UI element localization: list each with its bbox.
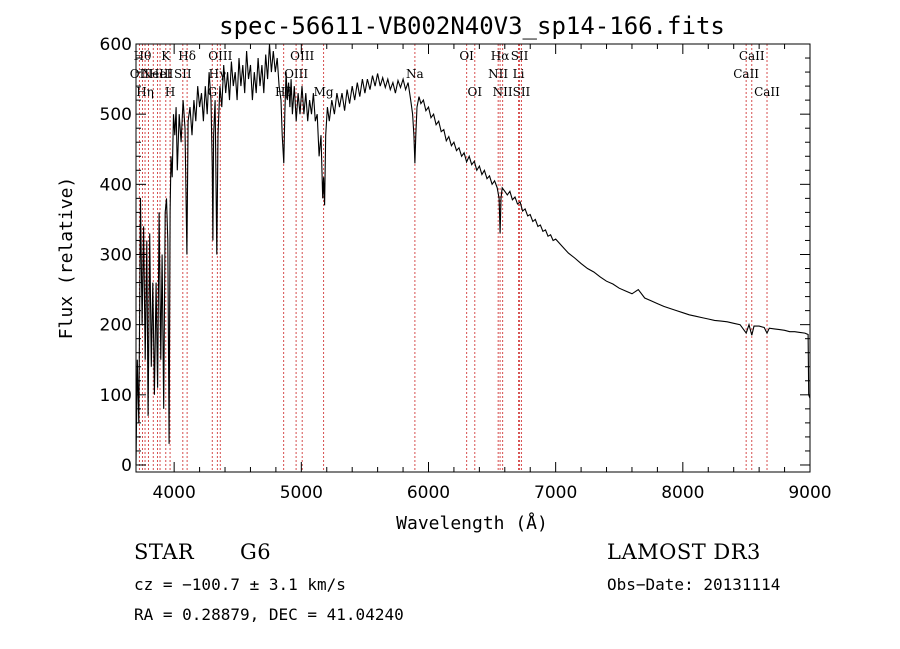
spectral-line-markers bbox=[138, 44, 768, 472]
spectral-line-label: CaII bbox=[754, 85, 780, 99]
y-tick-label: 100 bbox=[100, 386, 132, 406]
spectral-line-label: OIII bbox=[284, 67, 308, 81]
spectral-line-label: NII bbox=[488, 67, 508, 81]
spectral-line-label: Na bbox=[406, 67, 424, 81]
y-tick-label: 200 bbox=[100, 316, 132, 336]
spectral-line-label: Hη bbox=[136, 85, 154, 99]
y-tick-label: 600 bbox=[100, 35, 132, 55]
spectral-line-label: Mg bbox=[314, 85, 334, 99]
spectral-line-label: Hα bbox=[491, 49, 510, 63]
spectral-line-label: Hδ bbox=[178, 49, 196, 63]
spectral-line-label: K bbox=[161, 49, 171, 63]
chart-title: spec-56611-VB002N40V3_sp14-166.fits bbox=[219, 12, 725, 40]
y-tick-label: 500 bbox=[100, 105, 132, 125]
spectrum-chart: spec-56611-VB002N40V3_sp14-166.fits OIIH… bbox=[56, 12, 832, 534]
spectral-line-label: Hθ bbox=[134, 49, 152, 63]
spectral-line-label: CaII bbox=[733, 67, 759, 81]
object-class: STAR bbox=[134, 540, 195, 564]
spectral-line-label: SII bbox=[513, 85, 531, 99]
y-axis: 0 100 200 300 400 500 600 bbox=[100, 35, 810, 476]
redshift-velocity: cz = −100.7 ± 3.1 km/s bbox=[134, 575, 346, 594]
spectrum-series-line bbox=[135, 43, 811, 466]
spectral-line-label: OI bbox=[467, 85, 482, 99]
x-tick-label: 9000 bbox=[788, 483, 831, 503]
spectral-line-label: OIII bbox=[290, 49, 314, 63]
spectral-line-label: NeIII bbox=[142, 67, 174, 81]
spectral-line-label: NII bbox=[493, 85, 513, 99]
spectral-line-label: OI bbox=[459, 49, 474, 63]
spectral-line-label: G bbox=[208, 85, 218, 99]
y-tick-label: 0 bbox=[121, 456, 132, 476]
y-axis-title: Flux (relative) bbox=[56, 177, 77, 340]
spectral-subclass: G6 bbox=[240, 540, 272, 564]
y-tick-label: 400 bbox=[100, 175, 132, 195]
spectral-line-label: H bbox=[165, 85, 175, 99]
x-tick-label: 8000 bbox=[661, 483, 704, 503]
spectral-line-label: CaII bbox=[739, 49, 765, 63]
observation-date: Obs−Date: 20131114 bbox=[607, 575, 781, 594]
x-tick-label: 5000 bbox=[280, 483, 323, 503]
x-tick-label: 6000 bbox=[407, 483, 450, 503]
spectral-line-label: Hγ bbox=[209, 67, 227, 81]
x-tick-label: 7000 bbox=[534, 483, 577, 503]
spectral-line-label: OII bbox=[130, 67, 150, 81]
x-axis: 4000 5000 6000 7000 8000 9000 bbox=[153, 44, 832, 503]
y-tick-label: 300 bbox=[100, 245, 132, 265]
spectral-line-label: OIII bbox=[208, 49, 232, 63]
survey-label: LAMOST DR3 bbox=[607, 540, 761, 564]
spectral-line-label: SII bbox=[174, 67, 192, 81]
coordinates: RA = 0.28879, DEC = 41.04240 bbox=[134, 605, 404, 624]
spectral-line-label: Li bbox=[513, 67, 525, 81]
x-axis-title: Wavelength (Å) bbox=[396, 512, 548, 534]
x-tick-label: 4000 bbox=[153, 483, 196, 503]
plot-frame bbox=[135, 43, 811, 473]
spectral-line-label: SII bbox=[511, 49, 529, 63]
spectral-line-labels: OIIHθHηNeIIIHeIKHSIIHδGHγOIIIHβOIIIOIIIM… bbox=[130, 49, 780, 99]
spectral-line-label: HeI bbox=[149, 67, 172, 81]
